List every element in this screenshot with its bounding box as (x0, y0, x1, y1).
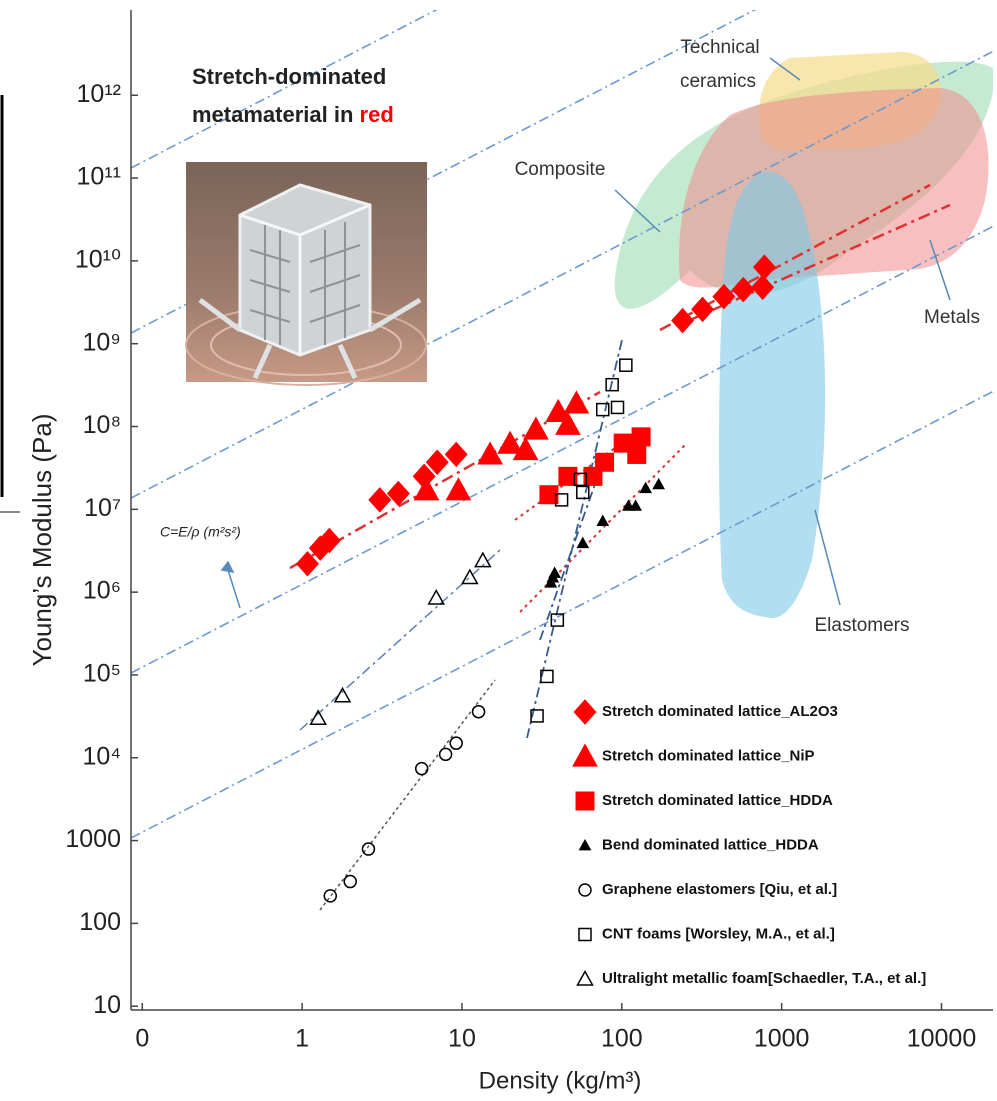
legend-label: Graphene elastomers [Qiu, et al.] (602, 881, 837, 898)
y-tick-label: 10⁶ (83, 577, 121, 605)
legend-label: CNT foams [Worsley, M.A., et al.] (602, 925, 835, 942)
circle-marker (362, 843, 374, 855)
square-marker (632, 428, 650, 446)
square-marker (628, 445, 646, 463)
x-axis-label: Density (kg/m³) (479, 1067, 642, 1094)
triangle-marker (335, 688, 350, 702)
y-tick-label: 10⁴ (82, 742, 121, 770)
circle-marker (416, 763, 428, 775)
y-tick-label: 10⁹ (82, 328, 121, 356)
y-tick-label: 100 (79, 908, 121, 936)
y-tick-label: 1000 (65, 825, 121, 853)
triangle-marker (446, 478, 470, 500)
circle-marker (324, 890, 336, 902)
x-tick-label: 1000 (754, 1025, 810, 1053)
elastomers-region (719, 172, 825, 618)
inset-title: metamaterial in red (192, 102, 394, 127)
triangle-marker (564, 391, 588, 413)
annotation: ceramics (680, 71, 756, 92)
y-tick-label: 10 (93, 991, 121, 1019)
triangle-marker (597, 516, 608, 526)
annotation: Technical (680, 37, 759, 58)
square-marker (576, 792, 594, 810)
legend-label: Stretch dominated lattice_AL2O3 (602, 703, 838, 720)
triangle-marker (524, 418, 548, 440)
circle-marker (450, 737, 462, 749)
chart: Stretch-dominated metamaterial in red Te… (0, 0, 997, 1101)
legend-label: Bend dominated lattice_HDDA (602, 836, 819, 853)
diamond-marker (369, 488, 391, 512)
x-tick-label: 100 (601, 1025, 643, 1053)
y-tick-label: 10¹¹ (77, 163, 121, 191)
x-tick-label: 1 (295, 1025, 309, 1053)
annotation: Metals (924, 307, 980, 328)
triangle-marker (630, 500, 641, 510)
square-marker (596, 453, 614, 471)
y-tick-label: 10¹⁰ (75, 245, 121, 273)
diamond-marker (445, 442, 467, 466)
triangle-marker (653, 479, 664, 489)
annotation: C=E/ρ (m²s²) (160, 524, 241, 540)
inset-highlight: red (360, 102, 394, 127)
circle-marker (473, 706, 485, 718)
x-tick-label: 0 (135, 1025, 149, 1053)
inset-title: metamaterial in (192, 102, 353, 127)
legend-label: Stretch dominated lattice_NiP (602, 747, 815, 764)
y-tick-label: 10⁵ (83, 660, 121, 688)
inset-image (186, 162, 427, 385)
circle-marker (440, 748, 452, 760)
guide-line (131, 0, 993, 1)
square-marker (620, 359, 632, 371)
diamond-marker (672, 309, 694, 333)
diamond-marker (297, 552, 319, 576)
y-tick-label: 10¹² (77, 80, 121, 108)
y-tick-label: 10⁷ (84, 494, 121, 522)
square-marker (612, 401, 624, 413)
legend-label: Ultralight metallic foam[Schaedler, T.A.… (602, 970, 926, 987)
y-axis-label: Young’s Modulus (Pa) (27, 414, 57, 667)
triangle-marker (577, 538, 588, 548)
triangle-marker (640, 483, 651, 493)
inset-title: Stretch-dominated (192, 64, 386, 89)
x-tick-label: 10000 (907, 1025, 977, 1053)
legend-label: Stretch dominated lattice_HDDA (602, 792, 833, 809)
y-tick-label: 10⁸ (83, 411, 121, 439)
triangle-marker (549, 568, 560, 578)
annotation: Composite (515, 159, 606, 180)
annotation: Elastomers (814, 615, 909, 636)
x-tick-label: 10 (448, 1025, 476, 1053)
circle-marker (344, 876, 356, 888)
